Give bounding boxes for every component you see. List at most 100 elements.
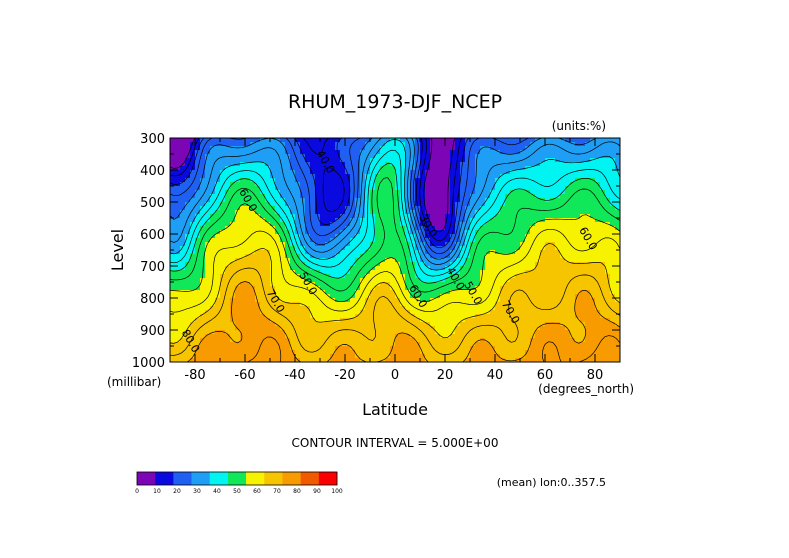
heatmap-cell [500, 322, 506, 327]
heatmap-cell [340, 266, 346, 271]
heatmap-cell [415, 294, 421, 299]
heatmap-cell [235, 186, 241, 191]
heatmap-cell [190, 166, 196, 171]
heatmap-cell [605, 150, 611, 155]
heatmap-cell [435, 270, 441, 275]
heatmap-cell [405, 330, 411, 335]
heatmap-cell [305, 266, 311, 271]
heatmap-cell [530, 346, 536, 351]
heatmap-cell [220, 306, 226, 311]
heatmap-cell [350, 250, 356, 255]
heatmap-cell [335, 170, 341, 175]
heatmap-cell [395, 314, 401, 319]
heatmap-cell [215, 174, 221, 179]
heatmap-cell [235, 302, 241, 307]
heatmap-cell [415, 286, 421, 291]
heatmap-cell [460, 234, 466, 239]
heatmap-cell [240, 218, 246, 223]
heatmap-cell [415, 198, 421, 203]
heatmap-cell [285, 314, 291, 319]
heatmap-cell [275, 322, 281, 327]
heatmap-cell [350, 230, 356, 235]
heatmap-cell [475, 166, 481, 171]
heatmap-cell [285, 218, 291, 223]
heatmap-cell [250, 286, 256, 291]
heatmap-cell [320, 294, 326, 299]
heatmap-cell [470, 186, 476, 191]
heatmap-cell [205, 194, 211, 199]
heatmap-cell [330, 342, 336, 347]
heatmap-cell [450, 274, 456, 279]
heatmap-cell [260, 310, 266, 315]
heatmap-cell [420, 142, 426, 147]
heatmap-cell [605, 286, 611, 291]
heatmap-cell [180, 166, 186, 171]
heatmap-cell [480, 230, 486, 235]
heatmap-cell [460, 242, 466, 247]
heatmap-cell [410, 326, 416, 331]
heatmap-cell [510, 190, 516, 195]
heatmap-cell [240, 258, 246, 263]
heatmap-cell [235, 310, 241, 315]
heatmap-cell [430, 170, 436, 175]
heatmap-cell [455, 170, 461, 175]
heatmap-cell [470, 254, 476, 259]
heatmap-cell [495, 246, 501, 251]
heatmap-cell [600, 266, 606, 271]
heatmap-cell [470, 246, 476, 251]
heatmap-cell [340, 278, 346, 283]
heatmap-cell [240, 330, 246, 335]
heatmap-cell [540, 270, 546, 275]
heatmap-cell [560, 350, 566, 355]
heatmap-cell [415, 350, 421, 355]
heatmap-cell [205, 286, 211, 291]
heatmap-cell [180, 346, 186, 351]
heatmap-cell [430, 226, 436, 231]
heatmap-cell [220, 246, 226, 251]
heatmap-cell [245, 342, 251, 347]
heatmap-cell [240, 262, 246, 267]
heatmap-cell [375, 338, 381, 343]
heatmap-cell [275, 166, 281, 171]
heatmap-cell [290, 246, 296, 251]
heatmap-cell [395, 330, 401, 335]
heatmap-cell [355, 302, 361, 307]
heatmap-cell [530, 142, 536, 147]
heatmap-cell [205, 158, 211, 163]
heatmap-cell [445, 182, 451, 187]
heatmap-cell [240, 222, 246, 227]
heatmap-cell [585, 162, 591, 167]
heatmap-cell [375, 310, 381, 315]
heatmap-cell [380, 314, 386, 319]
heatmap-cell [610, 318, 616, 323]
heatmap-cell [570, 242, 576, 247]
heatmap-cell [600, 186, 606, 191]
heatmap-cell [480, 210, 486, 215]
heatmap-cell [600, 138, 606, 143]
heatmap-cell [240, 326, 246, 331]
heatmap-cell [445, 146, 451, 151]
heatmap-cell [355, 254, 361, 259]
heatmap-cell [510, 206, 516, 211]
heatmap-cell [590, 170, 596, 175]
heatmap-cell [285, 214, 291, 219]
heatmap-cell [250, 174, 256, 179]
heatmap-cell [430, 230, 436, 235]
heatmap-cell [345, 210, 351, 215]
heatmap-cell [265, 354, 271, 359]
heatmap-cell [230, 322, 236, 327]
heatmap-cell [435, 142, 441, 147]
heatmap-cell [505, 174, 511, 179]
heatmap-cell [210, 230, 216, 235]
heatmap-cell [610, 314, 616, 319]
heatmap-cell [240, 294, 246, 299]
heatmap-cell [390, 146, 396, 151]
heatmap-cell [375, 194, 381, 199]
heatmap-cell [400, 286, 406, 291]
heatmap-cell [415, 166, 421, 171]
heatmap-cell [580, 158, 586, 163]
heatmap-cell [280, 222, 286, 227]
heatmap-cell [600, 354, 606, 359]
heatmap-cell [185, 350, 191, 355]
heatmap-cell [285, 310, 291, 315]
